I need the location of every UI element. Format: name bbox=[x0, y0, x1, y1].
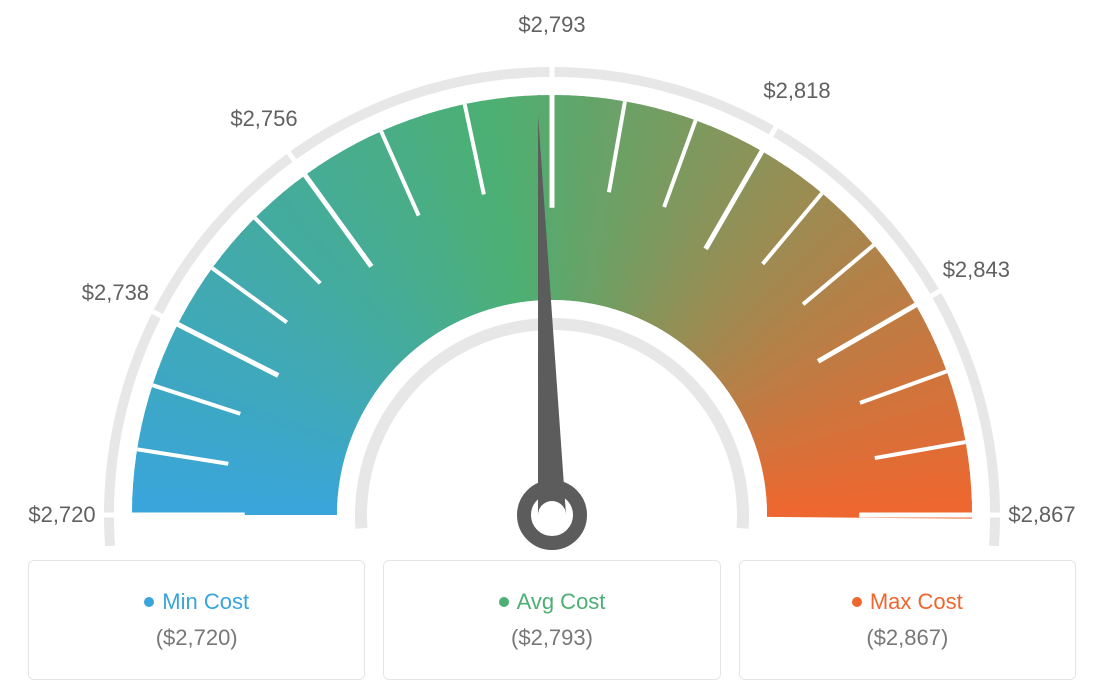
gauge-tick-label: $2,867 bbox=[1008, 502, 1075, 528]
gauge-tick-label: $2,756 bbox=[230, 106, 297, 132]
legend-label-max: Max Cost bbox=[870, 589, 963, 615]
gauge-tick-label: $2,738 bbox=[82, 280, 149, 306]
gauge-tick-label: $2,843 bbox=[943, 257, 1010, 283]
legend-value-max: ($2,867) bbox=[866, 625, 948, 651]
cost-gauge-chart: $2,720 $2,738 $2,756 $2,793 $2,818 $2,843 $2,8… bbox=[0, 0, 1104, 690]
legend-value-min: ($2,720) bbox=[156, 625, 238, 651]
legend-title-min: Min Cost bbox=[144, 589, 249, 615]
gauge-area: $2,720 $2,738 $2,756 $2,793 $2,818 $2,843 $2,8… bbox=[0, 0, 1104, 560]
legend-title-avg: Avg Cost bbox=[499, 589, 606, 615]
legend-title-max: Max Cost bbox=[852, 589, 963, 615]
legend-card-max: Max Cost ($2,867) bbox=[739, 560, 1076, 680]
gauge-tick-label: $2,720 bbox=[28, 502, 95, 528]
gauge-svg bbox=[0, 0, 1104, 560]
gauge-tick-label: $2,818 bbox=[763, 78, 830, 104]
legend-label-avg: Avg Cost bbox=[517, 589, 606, 615]
dot-icon bbox=[499, 597, 509, 607]
legend-value-avg: ($2,793) bbox=[511, 625, 593, 651]
gauge-tick-label: $2,793 bbox=[518, 12, 585, 38]
legend-area: Min Cost ($2,720) Avg Cost ($2,793) Max … bbox=[0, 560, 1104, 680]
legend-label-min: Min Cost bbox=[162, 589, 249, 615]
legend-card-avg: Avg Cost ($2,793) bbox=[383, 560, 720, 680]
dot-icon bbox=[852, 597, 862, 607]
dot-icon bbox=[144, 597, 154, 607]
legend-card-min: Min Cost ($2,720) bbox=[28, 560, 365, 680]
